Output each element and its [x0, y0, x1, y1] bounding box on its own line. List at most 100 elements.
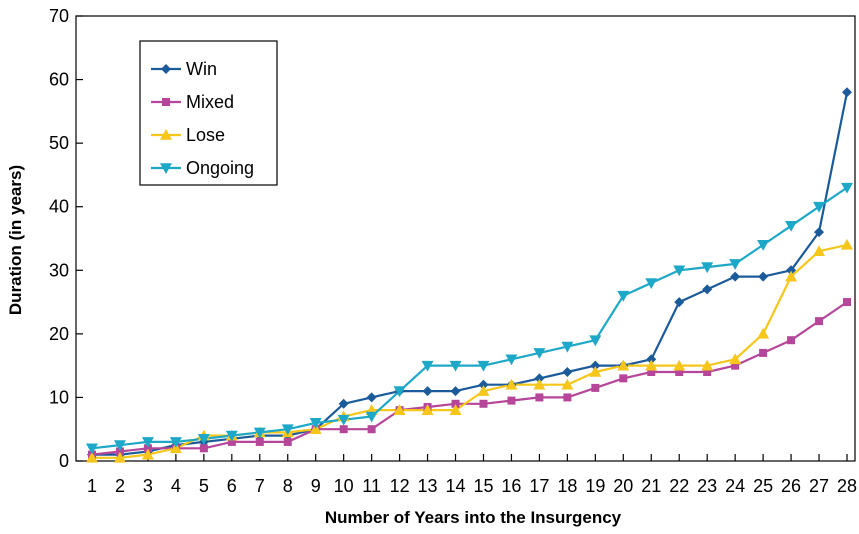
data-point-win — [842, 87, 852, 98]
y-tick-label: 60 — [49, 70, 69, 90]
data-point-lose — [589, 366, 602, 377]
data-point-win — [450, 386, 461, 397]
data-point-win — [366, 392, 377, 403]
data-point-win — [338, 398, 349, 409]
data-point-ongoing — [645, 278, 658, 289]
data-point-mixed — [227, 437, 236, 446]
data-point-lose — [673, 359, 686, 371]
data-point-ongoing — [337, 414, 350, 426]
data-point-lose — [449, 404, 462, 415]
x-tick-label: 22 — [669, 476, 689, 496]
legend-label-ongoing: Ongoing — [186, 158, 254, 178]
data-point-mixed — [199, 444, 208, 453]
data-point-mixed — [787, 336, 796, 345]
data-point-mixed — [703, 368, 712, 376]
legend-label-win: Win — [186, 59, 217, 79]
legend-marker-lose — [160, 129, 172, 140]
x-tick-label: 9 — [311, 476, 321, 496]
data-point-ongoing — [561, 341, 574, 353]
data-point-win — [758, 271, 769, 282]
series-line-lose — [92, 243, 848, 459]
y-tick-label: 50 — [49, 133, 69, 153]
data-point-lose — [785, 270, 798, 282]
legend-box — [139, 40, 278, 186]
data-point-ongoing — [169, 437, 182, 448]
series-line-ongoing — [91, 186, 848, 450]
x-tick-label: 7 — [255, 476, 265, 496]
data-point-lose — [757, 327, 770, 339]
data-point-ongoing — [617, 290, 630, 302]
data-point-mixed — [255, 437, 264, 446]
data-point-ongoing — [141, 437, 154, 448]
x-tick-label: 24 — [725, 476, 745, 496]
data-point-ongoing — [673, 265, 686, 277]
data-point-mixed — [619, 374, 628, 383]
data-point-win — [646, 354, 657, 365]
data-point-mixed — [843, 298, 851, 307]
x-tick-label: 3 — [143, 476, 153, 496]
data-point-mixed — [367, 425, 376, 434]
data-point-ongoing — [505, 354, 518, 366]
x-tick-label: 18 — [557, 476, 577, 496]
data-point-win — [674, 297, 685, 308]
x-tick-label: 2 — [115, 476, 125, 496]
data-point-win — [478, 379, 489, 390]
x-tick-label: 15 — [473, 476, 493, 496]
x-tick-label: 28 — [837, 476, 857, 496]
data-point-ongoing — [421, 360, 434, 372]
data-point-win — [814, 227, 825, 238]
x-tick-label: 23 — [697, 476, 717, 496]
data-point-lose — [841, 238, 853, 250]
data-point-win — [702, 284, 713, 295]
x-tick-label: 25 — [753, 476, 773, 496]
y-axis-title: Duration (in years) — [6, 165, 25, 315]
series-line-win — [92, 92, 849, 456]
data-point-lose — [561, 378, 574, 390]
data-point-ongoing — [365, 411, 378, 423]
data-point-ongoing — [589, 335, 602, 347]
x-tick-label: 27 — [809, 476, 829, 496]
data-point-ongoing — [785, 220, 798, 232]
data-point-ongoing — [701, 262, 714, 274]
data-point-ongoing — [309, 418, 322, 429]
data-point-mixed — [143, 444, 152, 453]
x-tick-label: 6 — [227, 476, 237, 496]
data-point-win — [590, 360, 601, 371]
data-point-lose — [617, 359, 630, 371]
data-point-ongoing — [393, 386, 406, 398]
x-tick-label: 5 — [199, 476, 209, 496]
data-point-mixed — [563, 393, 572, 402]
data-point-mixed — [507, 396, 516, 405]
data-point-ongoing — [533, 348, 546, 359]
data-point-mixed — [815, 317, 824, 326]
legend-label-lose: Lose — [186, 125, 225, 145]
x-tick-label: 17 — [529, 476, 549, 496]
data-point-lose — [701, 359, 714, 371]
data-point-mixed — [759, 348, 768, 357]
legend-marker-mixed — [162, 98, 170, 106]
data-point-mixed — [283, 437, 292, 446]
data-point-mixed — [675, 368, 684, 376]
legend-marker-ongoing — [160, 163, 172, 174]
data-point-lose — [141, 448, 154, 460]
data-point-lose — [113, 451, 126, 463]
data-point-lose — [421, 404, 434, 415]
legend-marker-win — [161, 64, 171, 74]
data-point-lose — [533, 378, 546, 390]
data-point-mixed — [591, 383, 600, 392]
x-tick-label: 14 — [446, 476, 466, 496]
data-point-win — [422, 386, 433, 397]
x-axis-title: Number of Years into the Insurgency — [325, 508, 622, 527]
y-tick-label: 70 — [49, 6, 69, 26]
data-point-ongoing — [477, 360, 490, 372]
data-point-ongoing — [449, 360, 462, 372]
plot-area-frame — [75, 15, 856, 462]
data-point-win — [730, 271, 741, 282]
x-tick-label: 12 — [390, 476, 410, 496]
data-point-mixed — [115, 447, 124, 456]
data-point-win — [562, 367, 573, 377]
x-tick-label: 10 — [334, 476, 354, 496]
data-point-ongoing — [253, 427, 266, 439]
x-tick-label: 20 — [613, 476, 633, 496]
